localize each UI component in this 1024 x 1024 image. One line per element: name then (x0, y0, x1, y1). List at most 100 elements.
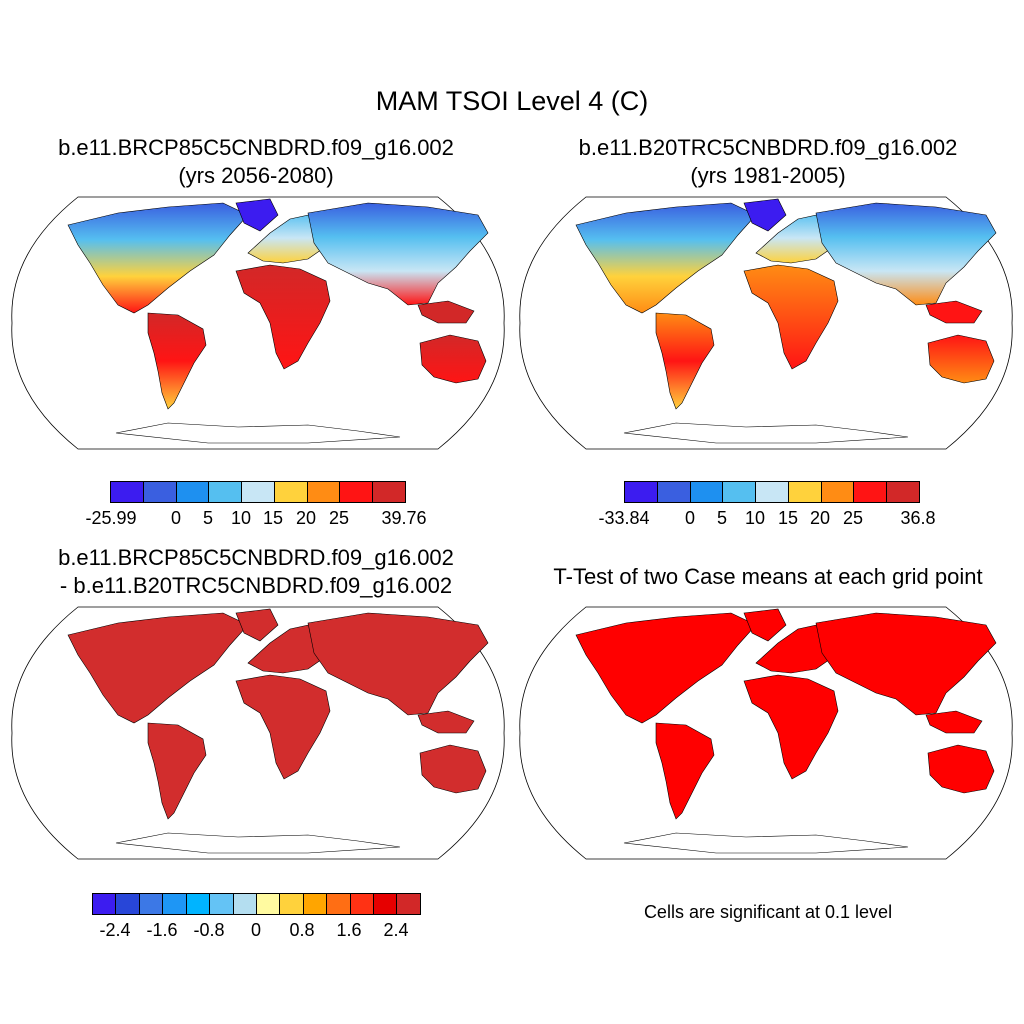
cb3-swatch (162, 894, 186, 914)
cb3-tick-label: 1.6 (336, 920, 362, 940)
landmass-asia (307, 202, 489, 306)
map-panel-future (11, 196, 505, 450)
cb3-swatch (302, 894, 327, 914)
landmass-australia (927, 744, 995, 794)
landmass-antarctica (623, 422, 909, 444)
cb1-swatch (241, 482, 274, 502)
cb2-swatch (820, 482, 854, 502)
cb1-tick-label: -25.99 (85, 508, 137, 528)
cb3-swatch (93, 894, 116, 914)
cb3-swatch (396, 894, 420, 914)
cb2-swatch (787, 482, 821, 502)
cb2-tick-label: 5 (716, 508, 728, 528)
cb2-swatch (656, 482, 690, 502)
cb1-swatch (306, 482, 340, 502)
panel4-title: T-Test of two Case means at each grid po… (553, 564, 983, 589)
landmass-greenland (743, 198, 787, 232)
map-panel-ttest (519, 606, 1013, 860)
map-panel-difference (11, 606, 505, 860)
landmass-australia (927, 334, 995, 384)
colorbar-future (110, 481, 406, 503)
panel3-title-case-a: b.e11.BRCP85C5CNBDRD.f09_g16.002 (58, 545, 454, 570)
landmass-namerica (575, 202, 757, 314)
cb2-swatch (853, 482, 887, 502)
landmass-namerica (67, 202, 249, 314)
landmass-asia (815, 612, 997, 716)
landmass-australia (419, 334, 487, 384)
landmass-africa (743, 264, 839, 370)
cb1-swatch (142, 482, 176, 502)
landmass-samerica (147, 312, 207, 410)
cb1-swatch (339, 482, 373, 502)
cb3-swatch (326, 894, 350, 914)
cb1-tick-label: 10 (230, 508, 252, 528)
cb3-swatch (279, 894, 303, 914)
colorbar-difference (92, 893, 421, 915)
cb3-swatch (138, 894, 163, 914)
significance-note: Cells are significant at 0.1 level (643, 902, 893, 922)
panel1-title-case: b.e11.BRCP85C5CNBDRD.f09_g16.002 (58, 135, 454, 160)
cb1-tick-label: 20 (295, 508, 317, 528)
landmass-greenland (743, 608, 787, 642)
landmass-asia (815, 202, 997, 306)
cb3-tick-label: -2.4 (99, 920, 131, 940)
landmass-seasia (925, 300, 983, 324)
landmass-asia (307, 612, 489, 716)
landmass-antarctica (623, 832, 909, 854)
cb2-swatch (625, 482, 657, 502)
landmass-africa (235, 264, 331, 370)
landmass-australia (419, 744, 487, 794)
panel2-title-years: (yrs 1981-2005) (690, 163, 846, 188)
cb3-tick-label: 2.4 (383, 920, 409, 940)
cb3-swatch (255, 894, 280, 914)
cb2-tick-label: -33.84 (598, 508, 650, 528)
landmass-namerica (67, 612, 249, 724)
cb2-tick-label: 15 (777, 508, 799, 528)
figure-title: MAM TSOI Level 4 (C) (375, 86, 649, 116)
landmass-antarctica (115, 422, 401, 444)
cb3-tick-label: -0.8 (193, 920, 225, 940)
landmass-seasia (417, 710, 475, 734)
colorbar-historical (624, 481, 920, 503)
landmass-seasia (417, 300, 475, 324)
landmass-africa (743, 674, 839, 780)
panel3-title-case-b: - b.e11.B20TRC5CNBDRD.f09_g16.002 (59, 573, 453, 598)
cb3-tick-label: 0 (250, 920, 262, 940)
panel1-title-years: (yrs 2056-2080) (178, 163, 334, 188)
cb1-tick-label: 15 (262, 508, 284, 528)
cb3-swatch (209, 894, 233, 914)
cb1-swatch (273, 482, 307, 502)
cb3-swatch (185, 894, 210, 914)
cb1-tick-label: 39.76 (381, 508, 427, 528)
cb3-swatch (349, 894, 374, 914)
cb2-tick-label: 10 (744, 508, 766, 528)
cb2-tick-label: 0 (684, 508, 696, 528)
landmass-namerica (575, 612, 757, 724)
cb3-swatch (115, 894, 139, 914)
cb1-swatch (208, 482, 242, 502)
cb2-swatch (886, 482, 920, 502)
cb1-swatch (175, 482, 209, 502)
landmass-greenland (235, 608, 279, 642)
cb1-tick-label: 0 (170, 508, 182, 528)
cb2-swatch (689, 482, 723, 502)
landmass-antarctica (115, 832, 401, 854)
landmass-africa (235, 674, 331, 780)
cb3-swatch (232, 894, 256, 914)
landmass-samerica (655, 312, 715, 410)
cb2-swatch (722, 482, 756, 502)
panel2-title-case: b.e11.B20TRC5CNBDRD.f09_g16.002 (578, 135, 958, 160)
cb2-tick-label: 20 (809, 508, 831, 528)
cb1-tick-label: 25 (328, 508, 350, 528)
landmass-seasia (925, 710, 983, 734)
cb3-tick-label: 0.8 (289, 920, 315, 940)
cb3-swatch (373, 894, 397, 914)
cb3-tick-label: -1.6 (146, 920, 178, 940)
map-panel-historical (519, 196, 1013, 450)
landmass-greenland (235, 198, 279, 232)
cb1-tick-label: 5 (202, 508, 214, 528)
cb2-tick-label: 36.8 (900, 508, 936, 528)
cb1-swatch (111, 482, 143, 502)
cb2-swatch (755, 482, 788, 502)
landmass-samerica (147, 722, 207, 820)
